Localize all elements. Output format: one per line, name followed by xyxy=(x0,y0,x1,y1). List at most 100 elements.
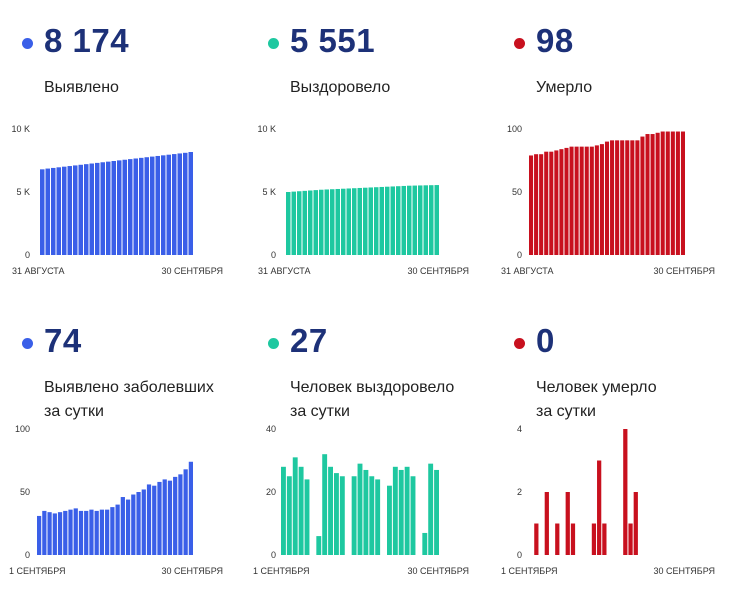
bar xyxy=(375,479,381,555)
bar xyxy=(188,461,193,555)
bar xyxy=(401,185,406,255)
bar xyxy=(534,154,539,255)
bar xyxy=(84,510,89,555)
bar xyxy=(620,140,625,255)
bar xyxy=(604,141,610,255)
bar xyxy=(628,523,633,555)
daily-died-label: Человек умерло за сутки xyxy=(536,379,657,420)
bar xyxy=(286,476,292,555)
bar xyxy=(330,189,335,255)
died-total: 98 xyxy=(536,22,574,59)
bar xyxy=(339,476,345,555)
bar xyxy=(281,466,286,555)
daily-recovered-dot-icon xyxy=(268,338,279,349)
bar xyxy=(106,161,111,255)
bar xyxy=(298,466,304,555)
bar xyxy=(591,523,597,555)
daily-recovered-label: Человек выздоровело за сутки xyxy=(290,379,455,420)
y-tick-label: 4 xyxy=(517,424,522,434)
bar xyxy=(615,140,620,255)
bar xyxy=(78,164,83,255)
y-tick-label: 10 K xyxy=(11,124,30,134)
bar xyxy=(78,510,84,555)
y-tick-label: 10 K xyxy=(257,124,276,134)
x-start-label: 31 АВГУСТА xyxy=(258,266,311,276)
bar xyxy=(100,162,105,255)
bar xyxy=(369,476,375,555)
bar xyxy=(45,168,50,255)
bar xyxy=(131,494,136,555)
daily-recovered-chart: 0 20 40 1 СЕНТЯБРЯ 30 СЕНТЯБРЯ xyxy=(253,424,469,576)
bar xyxy=(390,186,395,255)
recovered-dot-icon xyxy=(268,38,279,49)
daily-detected-chart: 0 50 100 1 СЕНТЯБРЯ 30 СЕНТЯБРЯ xyxy=(9,424,223,576)
bar xyxy=(173,476,178,555)
bar xyxy=(63,510,68,555)
bar xyxy=(398,469,404,555)
bar xyxy=(67,166,72,255)
bar xyxy=(188,152,193,255)
detected-chart: 0 5 K 10 K 31 АВГУСТА 30 СЕНТЯБРЯ xyxy=(11,124,223,276)
bar xyxy=(630,140,635,255)
panel-detected: 8 174 Выявлено 0 5 K 10 K 31 АВГУСТА 30 СЕНТ… xyxy=(0,0,240,300)
bar xyxy=(52,513,57,555)
bar xyxy=(120,497,125,555)
bar xyxy=(544,492,549,555)
bar xyxy=(650,134,655,255)
y-tick-label: 100 xyxy=(507,124,522,134)
x-end-label: 30 СЕНТЯБРЯ xyxy=(161,266,223,276)
bar xyxy=(570,523,576,555)
bar xyxy=(73,508,78,555)
bar xyxy=(404,466,410,555)
bar xyxy=(146,484,152,555)
bar xyxy=(51,167,56,255)
y-tick-label: 0 xyxy=(271,250,276,260)
bar xyxy=(73,165,78,255)
daily-recovered-value: 27 xyxy=(290,322,328,359)
bar xyxy=(589,146,594,255)
y-tick-label: 0 xyxy=(517,250,522,260)
bar xyxy=(675,131,680,255)
bar xyxy=(374,187,379,255)
x-end-label: 30 СЕНТЯБРЯ xyxy=(161,566,223,576)
x-start-label: 1 СЕНТЯБРЯ xyxy=(253,566,310,576)
bar xyxy=(89,509,94,555)
bar xyxy=(322,454,328,555)
bar xyxy=(351,476,357,555)
bar xyxy=(534,523,539,555)
recovered-total: 5 551 xyxy=(290,22,376,59)
recovered-label: Выздоровело xyxy=(290,79,391,96)
bar xyxy=(680,131,685,255)
y-tick-label: 0 xyxy=(25,250,30,260)
bar xyxy=(584,146,589,255)
x-end-label: 30 СЕНТЯБРЯ xyxy=(407,266,469,276)
detected-label: Выявлено xyxy=(44,79,119,96)
bar xyxy=(313,190,318,255)
bar xyxy=(144,157,149,255)
bar xyxy=(670,131,675,255)
bar xyxy=(40,169,45,255)
bar xyxy=(633,492,638,555)
bar xyxy=(645,134,650,255)
bar xyxy=(665,131,670,255)
bar xyxy=(152,485,157,555)
bar xyxy=(539,154,544,255)
detected-dot-icon xyxy=(22,38,33,49)
bar xyxy=(635,140,640,255)
bar xyxy=(297,191,302,255)
y-tick-label: 40 xyxy=(266,424,276,434)
bar xyxy=(57,512,63,555)
bar xyxy=(141,489,146,555)
bar xyxy=(429,185,434,255)
bar xyxy=(334,473,339,555)
bar xyxy=(410,476,416,555)
bar xyxy=(357,187,362,255)
x-end-label: 30 СЕНТЯБРЯ xyxy=(653,566,715,576)
bar xyxy=(292,457,298,555)
bar xyxy=(385,186,390,255)
bar xyxy=(166,154,171,255)
bar xyxy=(544,151,549,255)
bar xyxy=(660,131,665,255)
x-end-label: 30 СЕНТЯБРЯ xyxy=(653,266,715,276)
bar xyxy=(379,186,384,255)
